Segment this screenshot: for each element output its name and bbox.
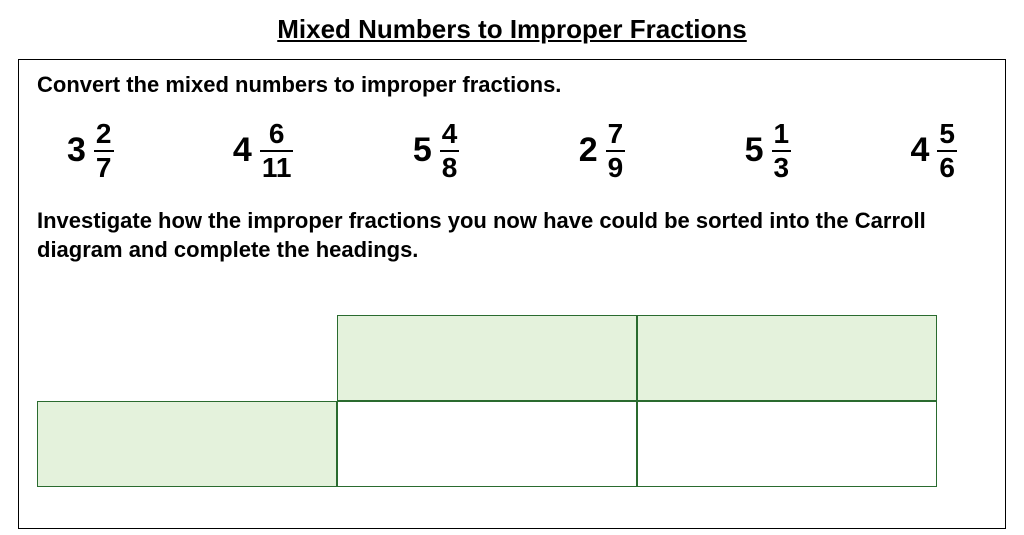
- carroll-row-header: [37, 401, 337, 487]
- carroll-corner-spacer: [37, 315, 337, 401]
- carroll-body-row: [37, 401, 987, 487]
- denominator: 6: [937, 150, 957, 182]
- page-title: Mixed Numbers to Improper Fractions: [0, 0, 1024, 59]
- mixed-number: 5 1 3: [745, 120, 792, 182]
- fraction-part: 7 9: [606, 120, 626, 182]
- denominator: 11: [260, 150, 294, 182]
- carroll-diagram: [37, 315, 987, 487]
- numerator: 6: [267, 120, 287, 150]
- numerator: 7: [606, 120, 626, 150]
- whole-part: 2: [579, 131, 598, 170]
- numerator: 4: [440, 120, 460, 150]
- carroll-column-header: [337, 315, 637, 401]
- mixed-number: 2 7 9: [579, 120, 626, 182]
- mixed-number: 4 5 6: [910, 120, 957, 182]
- mixed-number: 4 6 11: [233, 120, 294, 182]
- carroll-cell: [337, 401, 637, 487]
- carroll-header-row: [37, 315, 987, 401]
- fraction-part: 6 11: [260, 120, 294, 182]
- denominator: 9: [606, 150, 626, 182]
- numerator: 2: [94, 120, 114, 150]
- instruction-investigate: Investigate how the improper fractions y…: [37, 202, 987, 265]
- worksheet-box: Convert the mixed numbers to improper fr…: [18, 59, 1006, 529]
- denominator: 8: [440, 150, 460, 182]
- fraction-part: 4 8: [440, 120, 460, 182]
- numerator: 1: [772, 120, 792, 150]
- mixed-number: 3 2 7: [67, 120, 114, 182]
- numerator: 5: [937, 120, 957, 150]
- mixed-number: 5 4 8: [413, 120, 460, 182]
- mixed-numbers-row: 3 2 7 4 6 11 5 4 8 2 7 9: [37, 100, 987, 202]
- whole-part: 3: [67, 131, 86, 170]
- whole-part: 5: [413, 131, 432, 170]
- fraction-part: 1 3: [772, 120, 792, 182]
- denominator: 7: [94, 150, 114, 182]
- instruction-convert: Convert the mixed numbers to improper fr…: [37, 70, 987, 100]
- whole-part: 4: [910, 131, 929, 170]
- fraction-part: 2 7: [94, 120, 114, 182]
- carroll-cell: [637, 401, 937, 487]
- fraction-part: 5 6: [937, 120, 957, 182]
- whole-part: 4: [233, 131, 252, 170]
- whole-part: 5: [745, 131, 764, 170]
- denominator: 3: [772, 150, 792, 182]
- carroll-column-header: [637, 315, 937, 401]
